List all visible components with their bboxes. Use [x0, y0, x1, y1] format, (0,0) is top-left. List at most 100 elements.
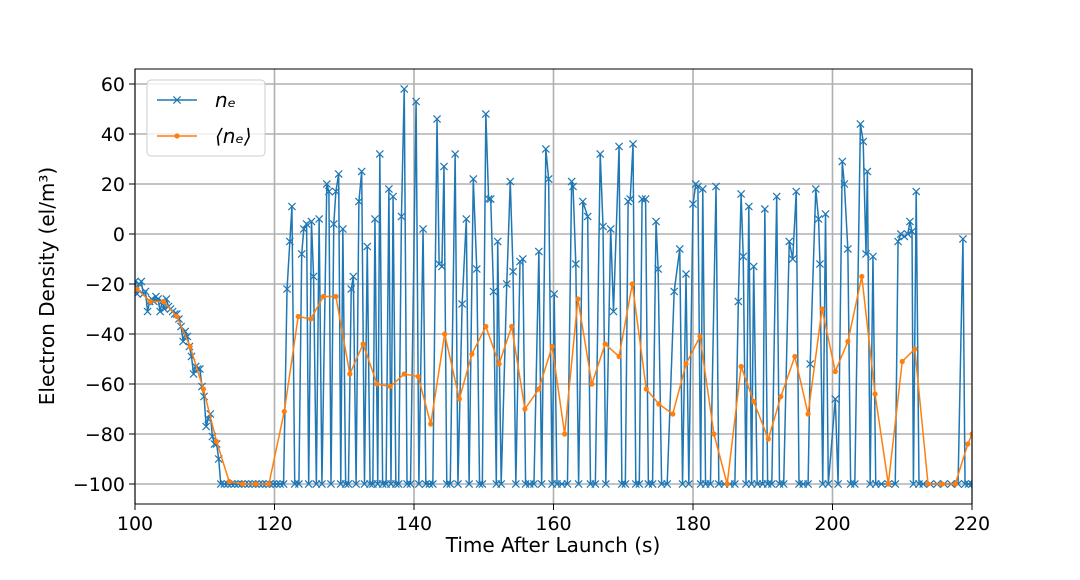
marker-x	[678, 479, 687, 489]
marker-x	[811, 184, 820, 194]
marker-x	[861, 249, 871, 259]
marker-x	[453, 479, 462, 489]
y-axis-label: Electron Density (el/m³)	[35, 167, 59, 406]
marker-dot	[969, 431, 972, 437]
marker-x	[216, 479, 225, 489]
marker-x	[352, 479, 361, 489]
marker-x	[502, 279, 511, 289]
marker-x	[964, 479, 972, 489]
y-tick-label: 40	[101, 124, 125, 146]
marker-x	[682, 269, 691, 279]
marker-x	[338, 224, 347, 234]
marker-x	[160, 304, 169, 314]
marker-x	[437, 262, 446, 271]
marker-x	[394, 479, 403, 489]
x-tick-label: 140	[396, 513, 432, 535]
marker-dot	[562, 431, 568, 437]
marker-x	[688, 199, 698, 209]
marker-x	[840, 179, 849, 189]
marker-dot	[670, 411, 676, 417]
y-tick-label: 20	[101, 174, 125, 196]
marker-x	[919, 479, 928, 489]
marker-dot	[711, 431, 717, 437]
marker-x	[378, 479, 387, 489]
marker-dot	[575, 296, 581, 302]
marker-x	[493, 237, 502, 246]
marker-x	[670, 287, 679, 296]
marker-x	[534, 247, 543, 256]
marker-x	[334, 169, 343, 179]
marker-x	[598, 222, 608, 231]
marker-x	[397, 212, 406, 221]
marker-dot	[135, 286, 140, 292]
marker-x	[737, 189, 746, 199]
marker-x	[475, 479, 484, 489]
marker-x	[831, 394, 840, 404]
marker-x	[693, 182, 702, 191]
marker-x	[331, 187, 340, 196]
marker-x	[511, 479, 520, 489]
marker-x	[324, 187, 333, 196]
marker-x	[481, 109, 490, 119]
marker-dot	[442, 331, 448, 337]
marker-x	[439, 162, 449, 171]
marker-dot	[872, 391, 878, 397]
marker-dot	[899, 358, 905, 365]
marker-x	[484, 194, 493, 204]
marker-x	[489, 287, 498, 296]
marker-x	[302, 219, 311, 229]
y-tick-label: −40	[85, 324, 125, 346]
marker-x	[403, 479, 412, 489]
marker-x	[785, 237, 794, 246]
marker-x	[354, 197, 363, 206]
marker-dot	[214, 438, 220, 445]
marker-dot	[536, 386, 542, 392]
marker-dot	[832, 368, 838, 375]
marker-dot	[616, 353, 622, 360]
marker-x	[366, 479, 375, 489]
marker-dot	[845, 338, 851, 345]
marker-dot	[160, 298, 167, 305]
marker-dot	[939, 481, 945, 487]
series-line	[136, 276, 972, 485]
marker-x	[442, 479, 451, 489]
marker-x	[304, 479, 313, 489]
marker-dot	[765, 436, 771, 442]
marker-x	[706, 479, 715, 489]
marker-x	[894, 237, 903, 246]
marker-x	[834, 479, 843, 489]
marker-x	[326, 479, 336, 489]
marker-x	[903, 229, 912, 239]
x-tick-label: 220	[954, 513, 990, 535]
marker-dot	[200, 386, 206, 392]
marker-x	[135, 277, 140, 286]
marker-x	[202, 422, 211, 431]
marker-dot	[912, 346, 918, 352]
marker-dot	[428, 421, 434, 427]
marker-x	[652, 217, 661, 226]
marker-x	[279, 479, 288, 489]
marker-x	[425, 479, 434, 489]
marker-dot	[885, 481, 891, 487]
marker-x	[329, 219, 338, 229]
x-tick-label: 180	[675, 513, 711, 535]
marker-x	[287, 202, 296, 211]
legend-label: nₑ	[215, 88, 236, 112]
marker-x	[824, 479, 833, 489]
marker-x	[779, 479, 788, 489]
marker-x	[905, 217, 914, 226]
marker-x	[868, 252, 877, 261]
marker-dot	[387, 383, 393, 390]
marker-dot	[374, 381, 380, 387]
marker-dot	[456, 396, 462, 402]
marker-x	[458, 299, 467, 309]
marker-x	[806, 359, 815, 369]
marker-x	[788, 254, 797, 264]
marker-x	[760, 204, 769, 214]
marker-x	[412, 97, 421, 106]
marker-x	[698, 184, 707, 194]
marker-dot	[253, 481, 259, 487]
y-tick-label: 0	[113, 224, 125, 246]
